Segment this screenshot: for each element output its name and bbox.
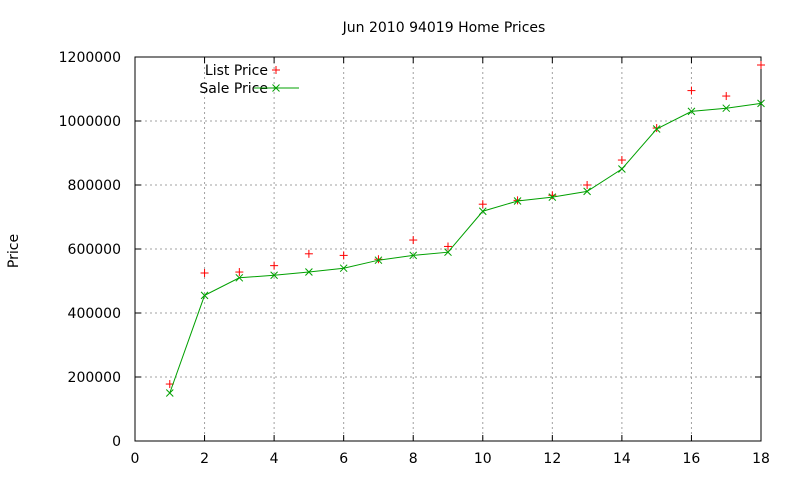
- series-list-price: [165, 61, 765, 389]
- data-point: [687, 107, 696, 116]
- series-line: [169, 102, 762, 394]
- data-point: [305, 268, 313, 276]
- data-point: [478, 200, 487, 209]
- data-point: [270, 261, 279, 270]
- y-tick-label: 0: [112, 434, 121, 450]
- grid-lines: [135, 57, 761, 441]
- x-tick-label: 2: [200, 451, 209, 467]
- legend: List Price Sale Price: [199, 63, 299, 97]
- data-point: [270, 271, 278, 280]
- data-point: [617, 156, 626, 165]
- x-tick-label: 0: [131, 451, 140, 467]
- data-point: [339, 251, 348, 260]
- data-point: [235, 273, 244, 282]
- x-tick-label: 8: [409, 451, 418, 467]
- data-point: [200, 269, 209, 277]
- y-tick-label: 1200000: [59, 50, 121, 66]
- data-point: [722, 92, 731, 101]
- data-point: [583, 187, 591, 196]
- data-point: [583, 181, 592, 189]
- y-axis-label: Price: [6, 234, 22, 268]
- legend-marker: [272, 84, 280, 92]
- y-tick-label: 800000: [68, 178, 121, 194]
- data-point: [444, 242, 452, 251]
- x-tick-label: 6: [339, 451, 348, 467]
- legend-label: List Price: [205, 63, 268, 79]
- y-tick-label: 200000: [68, 370, 121, 386]
- data-point: [409, 251, 418, 260]
- x-tick-label: 10: [474, 451, 492, 467]
- data-point: [374, 255, 383, 264]
- data-point: [478, 207, 487, 216]
- data-point: [757, 61, 765, 69]
- data-point: [304, 249, 313, 258]
- legend-marker: [272, 66, 280, 74]
- data-point: [444, 248, 452, 257]
- x-tick-label: 4: [270, 451, 279, 467]
- axis-ticks: 0 2 4 6 8 10 12 14 16 18 0 200000 400000 600000 800000…: [59, 50, 770, 467]
- data-point: [200, 291, 209, 300]
- data-point: [722, 104, 731, 113]
- y-tick-label: 400000: [68, 306, 121, 322]
- x-tick-label: 14: [613, 451, 631, 467]
- data-point: [618, 165, 626, 173]
- data-point: [757, 99, 765, 108]
- data-point: [687, 86, 696, 95]
- y-tick-label: 1000000: [59, 114, 121, 130]
- x-tick-label: 18: [752, 451, 770, 467]
- data-point: [165, 389, 174, 397]
- x-tick-label: 16: [683, 451, 701, 467]
- data-point: [652, 125, 661, 133]
- data-point: [548, 193, 557, 202]
- chart-title: Jun 2010 94019 Home Prices: [342, 20, 546, 36]
- data-point: [513, 197, 522, 205]
- data-point: [409, 236, 418, 245]
- data-point: [548, 191, 557, 200]
- legend-label: Sale Price: [199, 81, 268, 97]
- x-tick-label: 12: [543, 451, 561, 467]
- y-tick-label: 600000: [68, 242, 121, 258]
- data-point: [339, 264, 348, 273]
- series-layer: [165, 61, 765, 397]
- series-sale-price: [165, 99, 765, 397]
- data-point: [374, 256, 383, 265]
- data-point: [235, 268, 244, 277]
